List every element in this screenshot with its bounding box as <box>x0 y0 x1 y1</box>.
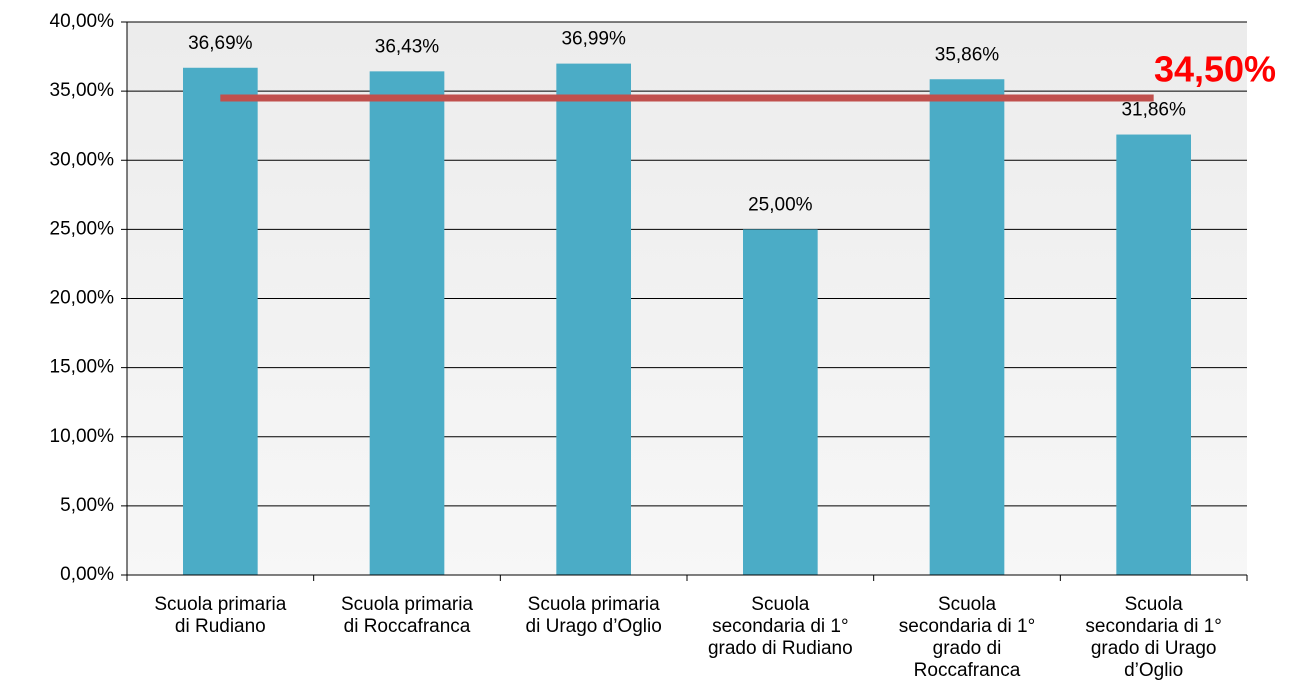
y-tick-label: 35,00% <box>50 80 115 101</box>
y-tick-label: 10,00% <box>50 426 115 447</box>
y-tick-label: 30,00% <box>50 149 115 170</box>
x-tick-label: Roccafranca <box>914 660 1021 681</box>
x-tick-label: Scuola <box>1125 594 1184 615</box>
value-label: 36,69% <box>188 33 253 54</box>
x-tick-label: Scuola primaria <box>154 594 286 615</box>
value-label: 31,86% <box>1121 100 1186 121</box>
bar <box>1116 134 1191 575</box>
y-tick-label: 15,00% <box>50 357 115 378</box>
y-tick-label: 25,00% <box>50 218 115 239</box>
x-tick-label: grado di <box>933 638 1002 659</box>
x-tick-label: secondaria di 1° <box>899 616 1035 637</box>
x-tick-label: Scuola primaria <box>528 594 660 615</box>
value-label: 35,86% <box>935 44 1000 65</box>
bar <box>556 63 631 575</box>
value-label: 36,99% <box>561 29 626 50</box>
value-label: 36,43% <box>375 36 440 57</box>
x-tick-label: di Roccafranca <box>344 616 471 637</box>
x-tick-label: d’Oglio <box>1124 660 1183 681</box>
x-tick-label: di Rudiano <box>175 616 266 637</box>
value-label: 25,00% <box>748 194 813 215</box>
reference-label: 34,50% <box>1154 49 1276 90</box>
bar <box>369 71 445 575</box>
x-tick-label: Scuola <box>751 594 810 615</box>
x-tick-label: secondaria di 1° <box>1085 616 1221 637</box>
x-tick-label: secondaria di 1° <box>712 616 848 637</box>
bar <box>743 229 818 575</box>
y-tick-label: 5,00% <box>60 495 114 516</box>
y-tick-label: 0,00% <box>60 564 114 585</box>
x-tick-label: Scuola primaria <box>341 594 473 615</box>
y-tick-label: 20,00% <box>50 288 115 309</box>
y-tick-label: 40,00% <box>50 11 115 32</box>
x-tick-label: grado di Urago <box>1091 638 1217 659</box>
bar <box>929 79 1005 575</box>
bar <box>183 67 258 576</box>
x-tick-label: Scuola <box>938 594 997 615</box>
x-tick-label: grado di Rudiano <box>708 638 853 659</box>
x-tick-label: di Urago d’Oglio <box>526 616 662 637</box>
